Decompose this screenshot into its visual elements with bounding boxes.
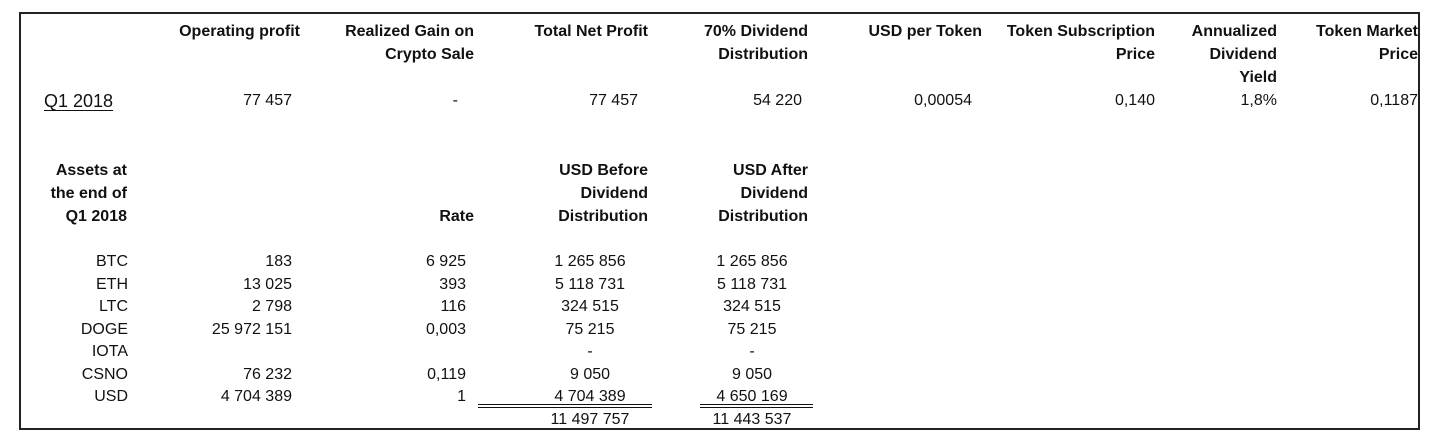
header-usd-per-token: USD per Token: [868, 23, 983, 40]
asset-amount: 13 025: [243, 276, 292, 293]
header-total-net-profit: Total Net Profit: [534, 23, 648, 40]
asset-usd-before: -: [587, 343, 593, 360]
asset-rate: 1: [457, 388, 466, 405]
header-operating-profit: Operating profit: [179, 23, 300, 40]
asset-rate: 6 925: [425, 253, 466, 270]
asset-rate: 0,003: [425, 321, 466, 338]
asset-usd-before: 9 050: [569, 366, 611, 383]
asset-usd-before: 1 265 856: [554, 253, 626, 270]
total-usd-after: 11 443 537: [712, 411, 792, 428]
asset-usd-before: 75 215: [565, 321, 615, 338]
spreadsheet-frame: [19, 12, 1420, 430]
asset-amount: 76 232: [243, 366, 292, 383]
asset-usd-after: 75 215: [727, 321, 777, 338]
asset-name: USD: [94, 388, 128, 405]
value-operating-profit: 77 457: [243, 92, 292, 109]
asset-usd-before: 324 515: [561, 298, 619, 315]
asset-rate: 0,119: [427, 366, 466, 383]
asset-rate: 116: [440, 298, 466, 315]
total-double-rule-before: [478, 407, 652, 408]
asset-name: DOGE: [80, 321, 128, 338]
asset-name: CSNO: [81, 366, 128, 383]
asset-rate: 393: [439, 276, 466, 293]
asset-amount: 4 704 389: [220, 388, 292, 405]
asset-name: BTC: [96, 253, 128, 270]
asset-amount: 183: [265, 253, 292, 270]
total-double-rule-after: [700, 407, 813, 408]
subtotal-rule-after: [700, 404, 813, 405]
value-total-net-profit: 77 457: [589, 92, 638, 109]
value-usd-per-token: 0,00054: [914, 92, 972, 109]
asset-name: ETH: [96, 276, 128, 293]
asset-amount: 2 798: [251, 298, 292, 315]
asset-usd-after: 324 515: [723, 298, 781, 315]
asset-usd-after: 5 118 731: [717, 276, 787, 293]
value-token-subscription-price: 0,140: [1114, 92, 1155, 109]
value-token-market-price: 0,1187: [1370, 92, 1418, 109]
assets-header-usd-before: USD Before Dividend Distribution: [558, 162, 648, 225]
assets-header-usd-after: USD After Dividend Distribution: [718, 162, 808, 225]
asset-usd-before: 4 704 389: [554, 388, 626, 405]
header-annualized-dividend-yield: Annualized Dividend Yield: [1191, 23, 1277, 86]
value-annualized-dividend-yield: 1,8%: [1240, 92, 1277, 109]
header-token-market-price: Token Market Price: [1316, 23, 1418, 63]
asset-usd-after: -: [749, 343, 755, 360]
value-dividend-distribution: 54 220: [753, 92, 802, 109]
assets-header-label: Assets at the end of Q1 2018: [50, 162, 127, 225]
asset-amount: 25 972 151: [211, 321, 292, 338]
asset-usd-after: 9 050: [731, 366, 773, 383]
asset-usd-after: 1 265 856: [716, 253, 788, 270]
asset-name: LTC: [98, 298, 128, 315]
asset-name: IOTA: [91, 343, 128, 360]
asset-usd-before: 5 118 731: [555, 276, 625, 293]
total-usd-before: 11 497 757: [550, 411, 630, 428]
header-dividend-distribution: 70% Dividend Distribution: [703, 23, 808, 63]
header-realized-gain: Realized Gain on Crypto Sale: [345, 23, 474, 63]
subtotal-rule-before: [478, 404, 652, 405]
header-token-subscription-price: Token Subscription Price: [1006, 23, 1155, 63]
assets-header-rate: Rate: [439, 208, 474, 225]
value-realized-gain: -: [452, 92, 458, 109]
asset-usd-after: 4 650 169: [716, 388, 788, 405]
period-label: Q1 2018: [44, 91, 114, 111]
